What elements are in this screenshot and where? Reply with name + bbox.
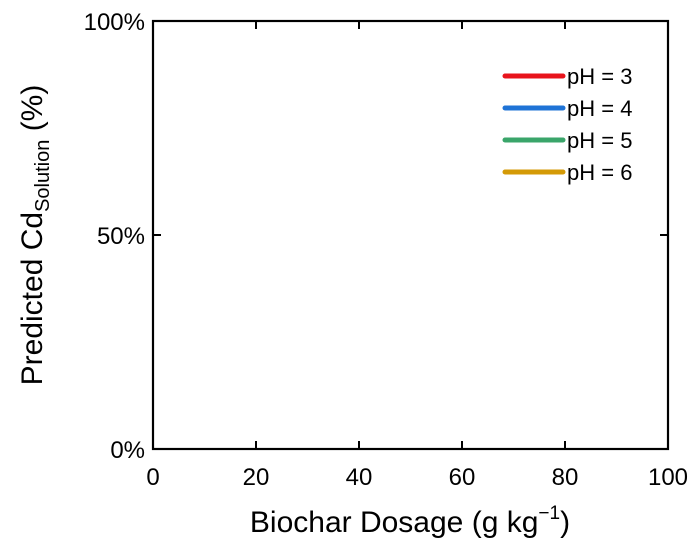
x-tick-label: 20 [243,464,270,491]
x-tick-label: 80 [552,464,579,491]
legend-label: pH = 3 [567,64,632,89]
y-tick-label: 100% [84,9,145,36]
y-axis-title: Predicted CdSolution (%) [16,85,54,386]
legend-label: pH = 6 [567,160,632,185]
legend: pH = 3 pH = 4 pH = 5 pH = 6 [502,64,632,185]
y-axis-title-close: (%) [16,85,49,140]
x-tick-label: 100 [648,464,688,491]
x-tick-label: 60 [449,464,476,491]
x-tick-label: 40 [346,464,373,491]
x-axis-title-close: ) [560,506,570,539]
y-axis-ticks: 0% 50% 100% [84,9,668,464]
x-axis-title: Biochar Dosage (g kg−1) [250,503,570,539]
y-tick-label: 0% [110,437,145,464]
x-axis-title-superscript: −1 [538,503,560,524]
legend-label: pH = 5 [567,128,632,153]
legend-label: pH = 4 [567,96,632,121]
y-tick-label: 50% [97,223,145,250]
x-axis-ticks: 0 20 40 60 80 100 [146,21,688,491]
y-axis-title-subscript: Solution [32,140,54,212]
x-tick-label: 0 [146,464,159,491]
